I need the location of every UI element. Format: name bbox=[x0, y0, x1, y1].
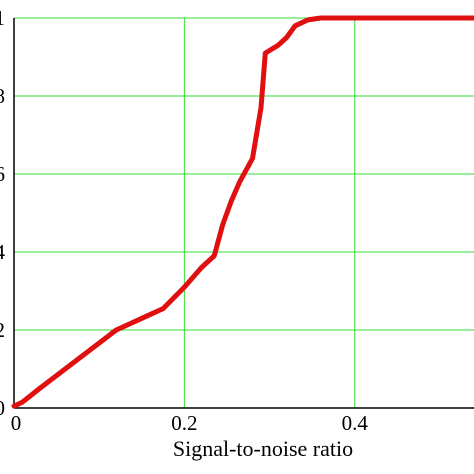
y-tick-label: .2 bbox=[0, 318, 5, 342]
series-line bbox=[11, 15, 474, 409]
axes bbox=[13, 18, 474, 409]
x-tick-label: 0.2 bbox=[171, 411, 197, 435]
tick-labels: 0.2.4.6.8100.20.4 bbox=[0, 6, 368, 435]
x-axis-label: Signal-to-noise ratio bbox=[173, 436, 353, 461]
y-tick-label: 0 bbox=[0, 396, 5, 420]
x-tick-label: 0 bbox=[11, 411, 22, 435]
y-tick-label: .6 bbox=[0, 162, 5, 186]
y-tick-label: .4 bbox=[0, 240, 6, 264]
y-tick-label: .8 bbox=[0, 84, 5, 108]
x-tick-label: 0.4 bbox=[342, 411, 369, 435]
y-tick-label: 1 bbox=[0, 6, 5, 30]
series-layer bbox=[11, 15, 474, 409]
